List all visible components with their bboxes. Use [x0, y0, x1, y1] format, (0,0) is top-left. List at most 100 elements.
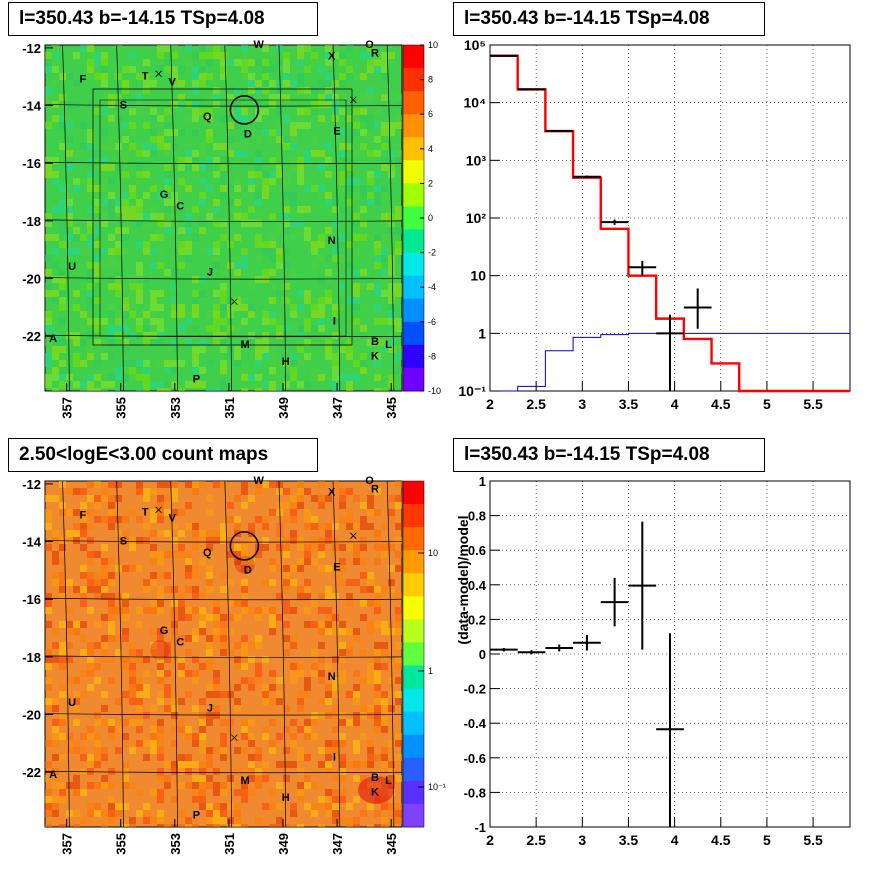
map-texture-cell — [262, 607, 269, 614]
map-texture-cell — [304, 297, 311, 304]
source-label: D — [244, 564, 252, 576]
map-texture-cell — [346, 803, 353, 810]
map-texture-cell — [220, 178, 227, 185]
map-texture-cell — [381, 388, 388, 391]
map-texture-cell — [255, 136, 262, 143]
map-texture-cell — [220, 192, 227, 199]
map-texture-cell — [94, 150, 101, 157]
map-texture-cell — [52, 80, 59, 87]
map-texture-cell — [122, 150, 129, 157]
map-texture-cell — [248, 733, 255, 740]
map-texture-cell — [353, 775, 360, 782]
map-texture-cell — [164, 115, 171, 122]
map-texture-cell — [318, 656, 325, 663]
map-texture-cell — [122, 803, 129, 810]
map-texture-cell — [45, 600, 52, 607]
map-texture-cell — [276, 94, 283, 101]
map-texture-cell — [52, 248, 59, 255]
map-texture-cell — [353, 318, 360, 325]
map-texture-cell — [87, 157, 94, 164]
map-texture-cell — [59, 276, 66, 283]
map-texture-cell — [304, 523, 311, 530]
map-texture-cell — [339, 817, 346, 824]
map-texture-cell — [45, 318, 52, 325]
map-texture-cell — [206, 52, 213, 59]
map-texture-cell — [227, 649, 234, 656]
map-texture-cell — [185, 733, 192, 740]
map-texture-cell — [171, 339, 178, 346]
map-texture-cell — [185, 157, 192, 164]
map-texture-cell — [395, 810, 402, 817]
map-texture-cell — [199, 614, 206, 621]
map-texture-cell — [178, 824, 185, 827]
map-texture-cell — [325, 227, 332, 234]
map-texture-cell — [234, 87, 241, 94]
map-texture-cell — [374, 509, 381, 516]
map-texture-cell — [129, 712, 136, 719]
map-texture-cell — [360, 325, 367, 332]
map-texture-cell — [381, 192, 388, 199]
source-cross — [155, 506, 162, 514]
map-texture-cell — [157, 136, 164, 143]
map-texture-cell — [283, 374, 290, 381]
map-texture-cell — [234, 803, 241, 810]
map-texture-cell — [101, 747, 108, 754]
map-bottom-axes: 357 355 353 351 349 347 345-12-14-16-18-20-22 — [22, 477, 399, 855]
map-texture-cell — [199, 481, 206, 488]
latitude-gridline — [44, 161, 403, 165]
map-texture-cell — [367, 586, 374, 593]
map-texture-cell — [304, 290, 311, 297]
map-texture-cell — [395, 663, 402, 670]
map-texture-cell — [73, 775, 80, 782]
map-texture-cell — [94, 495, 101, 502]
source-label: E — [333, 561, 340, 573]
map-texture-cell — [374, 304, 381, 311]
map-bottom-grid — [44, 480, 403, 828]
map-texture-cell — [297, 698, 304, 705]
map-texture-cell — [45, 677, 52, 684]
map-texture-cell — [59, 269, 66, 276]
map-texture-cell — [262, 45, 269, 52]
map-texture-cell — [101, 719, 108, 726]
map-texture-cell — [304, 45, 311, 52]
map-texture-cell — [332, 45, 339, 52]
map-texture-cell — [213, 52, 220, 59]
map-texture-cell — [297, 360, 304, 367]
source-label: L — [385, 775, 392, 787]
map-texture-cell — [136, 374, 143, 381]
map-texture-cell — [304, 185, 311, 192]
map-texture-cell — [255, 374, 262, 381]
map-texture-cell — [101, 593, 108, 600]
map-texture-cell — [220, 157, 227, 164]
map-texture-cell — [388, 332, 395, 339]
map-texture-cell — [283, 747, 290, 754]
map-texture-cell — [276, 593, 283, 600]
map-texture-cell — [157, 248, 164, 255]
map-texture-cell — [150, 185, 157, 192]
map-texture-cell — [94, 227, 101, 234]
map-texture-cell — [360, 537, 367, 544]
map-texture-cell — [59, 572, 66, 579]
map-texture-cell — [171, 600, 178, 607]
map-texture-cell — [353, 290, 360, 297]
colorbar-cell — [403, 803, 424, 828]
map-texture-cell — [297, 304, 304, 311]
map-texture-cell — [115, 241, 122, 248]
map-texture-cell — [87, 649, 94, 656]
map-texture-cell — [346, 136, 353, 143]
map-texture-cell — [241, 600, 248, 607]
map-texture-cell — [164, 775, 171, 782]
map-texture-cell — [318, 80, 325, 87]
map-texture-cell — [164, 381, 171, 388]
map-texture-cell — [367, 276, 374, 283]
map-texture-cell — [73, 698, 80, 705]
map-texture-cell — [143, 670, 150, 677]
map-texture-cell — [374, 656, 381, 663]
map-texture-cell — [164, 481, 171, 488]
map-texture-cell — [59, 649, 66, 656]
map-texture-cell — [220, 87, 227, 94]
map-texture-cell — [304, 684, 311, 691]
map-texture-cell — [374, 388, 381, 391]
y-tick-label: 10⁻¹ — [458, 383, 486, 399]
map-texture-cell — [87, 381, 94, 388]
